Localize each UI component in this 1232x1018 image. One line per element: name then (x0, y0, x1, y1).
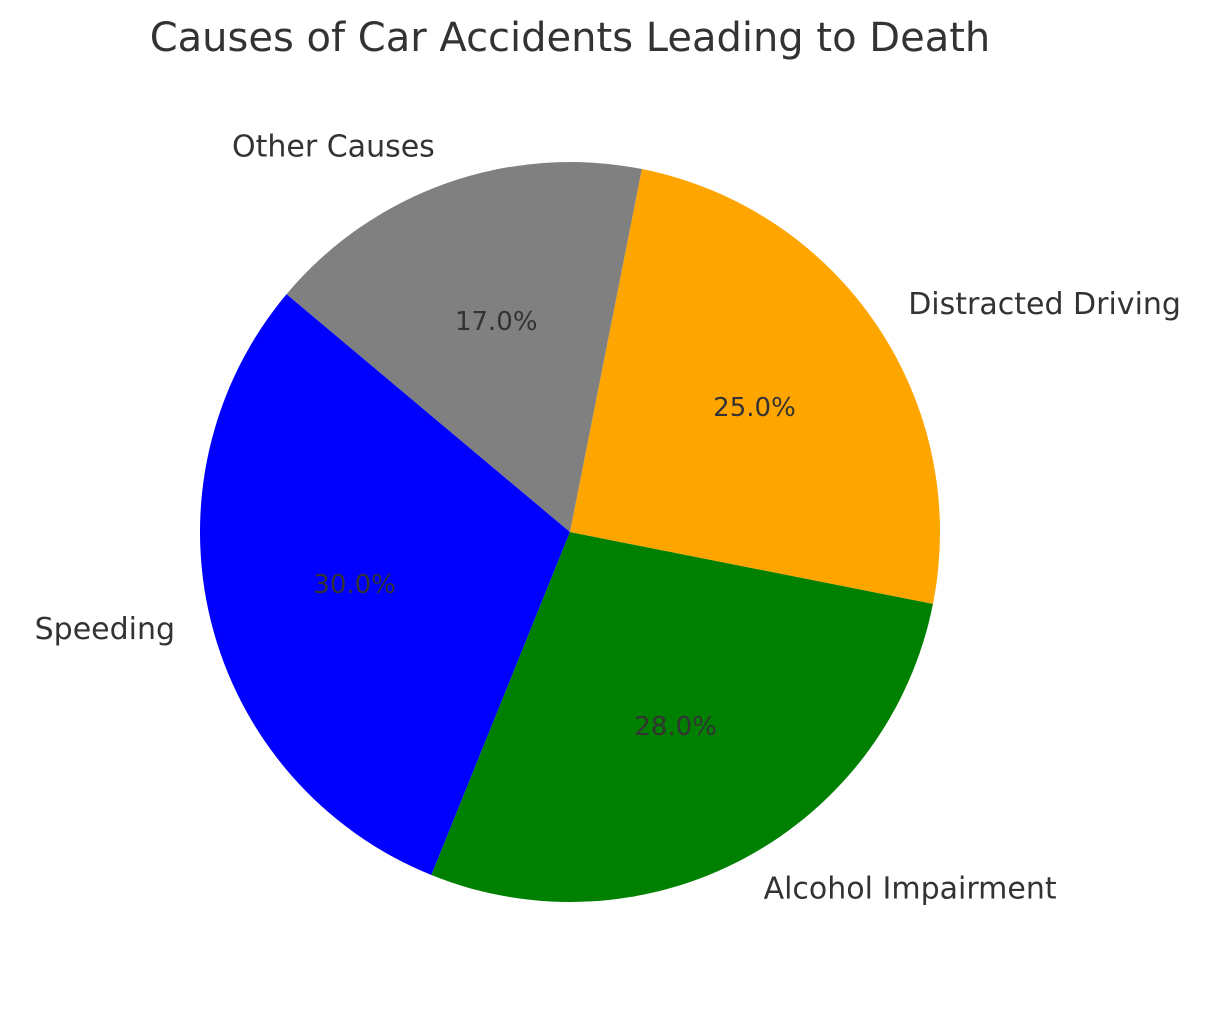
percent-label: 25.0% (713, 393, 796, 423)
percent-label: 28.0% (634, 712, 717, 742)
slice-label: Alcohol Impairment (764, 872, 1057, 907)
pie-slice (199, 294, 570, 876)
pie-slice (570, 169, 941, 604)
slice-label: Other Causes (232, 130, 435, 165)
percent-label: 17.0% (455, 307, 538, 337)
pie-slice (286, 161, 642, 532)
pie-slice (431, 532, 933, 902)
percent-label: 30.0% (313, 570, 396, 600)
chart-title: Causes of Car Accidents Leading to Death (150, 15, 991, 61)
slice-label: Distracted Driving (908, 287, 1181, 322)
slice-label: Speeding (35, 612, 175, 647)
